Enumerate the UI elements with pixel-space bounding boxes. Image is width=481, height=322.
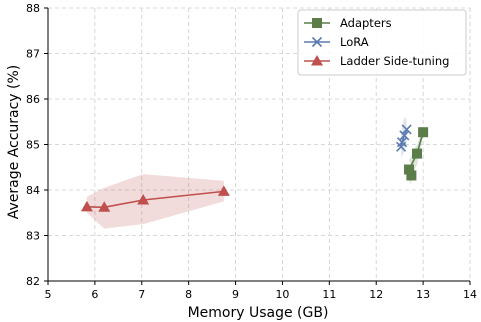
x-tick-label: 5 bbox=[45, 288, 52, 301]
x-tick-label: 14 bbox=[463, 288, 477, 301]
legend-box bbox=[297, 9, 467, 76]
point-ladder-side-tuning bbox=[80, 200, 93, 212]
legend-marker-lora bbox=[311, 36, 323, 48]
point-adapters bbox=[406, 170, 417, 181]
point-adapters bbox=[404, 164, 415, 175]
band-ladder-side-tuning bbox=[86, 174, 224, 229]
legend-label-ladder-side-tuning: Ladder Side-tuning bbox=[340, 54, 449, 68]
marker-x-stroke bbox=[401, 124, 412, 135]
x-tick-label: 12 bbox=[369, 288, 383, 301]
x-tick-label: 10 bbox=[275, 288, 289, 301]
x-axis-label: Memory Usage (GB) bbox=[188, 305, 329, 321]
marker-x-stroke bbox=[311, 36, 323, 48]
point-lora bbox=[396, 137, 408, 148]
point-adapters bbox=[418, 127, 429, 138]
point-ladder-side-tuning bbox=[137, 194, 150, 205]
legend-label-adapters: Adapters bbox=[340, 16, 392, 30]
point-ladder-side-tuning bbox=[217, 185, 230, 196]
confidence-bands bbox=[86, 117, 424, 229]
series-markers bbox=[80, 124, 429, 212]
legend-marker-ladder-side-tuning bbox=[311, 55, 323, 66]
marker-x-stroke bbox=[399, 130, 410, 141]
x-tick-label: 7 bbox=[138, 288, 145, 301]
y-tick-label: 85 bbox=[26, 139, 40, 152]
y-tick-label: 86 bbox=[26, 93, 40, 106]
tick-labels: 5 6 7 8 9 10 11 12 13 14 82 83 84 85 86 87 88 bbox=[26, 2, 477, 301]
legend: Adapters LoRA Ladder Side-tuning bbox=[297, 9, 467, 76]
legend-label-lora: LoRA bbox=[340, 35, 369, 49]
x-tick-label: 13 bbox=[416, 288, 430, 301]
point-adapters bbox=[412, 148, 423, 159]
marker-x-stroke bbox=[396, 137, 408, 148]
axes bbox=[44, 7, 471, 285]
point-ladder-side-tuning bbox=[98, 201, 111, 212]
x-tick-label: 6 bbox=[91, 288, 98, 301]
line-ladder-side-tuning bbox=[86, 190, 224, 209]
x-tick-label: 11 bbox=[322, 288, 336, 301]
point-lora bbox=[399, 130, 410, 141]
x-tick-label: 9 bbox=[232, 288, 239, 301]
y-tick-label: 82 bbox=[26, 275, 40, 288]
x-tick-label: 8 bbox=[185, 288, 192, 301]
y-axis-label: Average Accuracy (%) bbox=[6, 65, 22, 220]
y-tick-label: 88 bbox=[26, 2, 40, 15]
y-tick-label: 83 bbox=[26, 230, 40, 243]
line-lora bbox=[400, 129, 408, 147]
point-lora bbox=[401, 124, 412, 135]
legend-marker-adapters bbox=[312, 18, 322, 28]
y-tick-label: 84 bbox=[26, 184, 40, 197]
y-tick-label: 87 bbox=[26, 48, 40, 61]
